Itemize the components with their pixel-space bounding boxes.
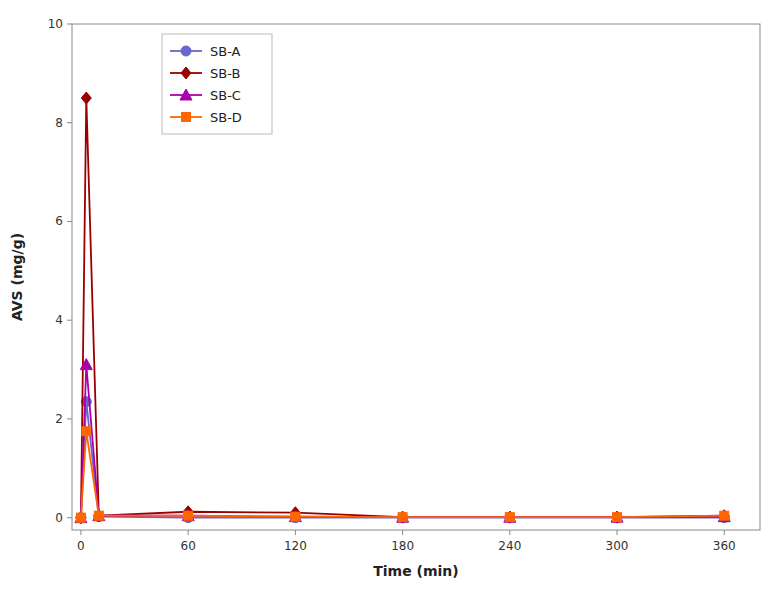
- point: [82, 427, 91, 436]
- point: [75, 512, 87, 523]
- point: [289, 511, 301, 522]
- legend-label: SB-D: [210, 110, 242, 125]
- x-tick-label: 180: [391, 539, 414, 553]
- x-tick-label: 360: [713, 539, 736, 553]
- axes: 0 60 120 180 240 300 360 0 2 4 6 8 10: [48, 17, 736, 553]
- y-tick: [67, 221, 72, 222]
- series-line: [81, 431, 724, 517]
- point: [93, 510, 105, 521]
- y-tick-label: 8: [55, 116, 63, 130]
- y-tick: [67, 122, 72, 123]
- chart: 0 60 120 180 240 300 360 0 2 4 6 8 10 Time (min) AVS (…: [0, 0, 784, 594]
- point: [505, 513, 515, 523]
- series: [76, 92, 729, 524]
- y-tick-label: 10: [48, 17, 63, 31]
- legend-marker: [182, 113, 191, 122]
- series-line: [81, 98, 724, 518]
- x-tick: [509, 530, 510, 535]
- legend-marker: [180, 89, 192, 100]
- legend-label: SB-B: [210, 66, 240, 81]
- point: [76, 513, 85, 522]
- y-axis-label: AVS (mg/g): [9, 233, 25, 321]
- x-axis-label: Time (min): [373, 563, 458, 579]
- point: [94, 510, 104, 522]
- legend-marker: [181, 67, 191, 79]
- point: [94, 512, 104, 522]
- point: [613, 513, 622, 522]
- y-tick-label: 4: [55, 313, 63, 327]
- point: [611, 511, 623, 522]
- legend: SB-A SB-B SB-C SB-D: [162, 34, 272, 134]
- point: [76, 512, 86, 524]
- x-tick: [724, 530, 725, 535]
- y-tick: [67, 320, 72, 321]
- point: [94, 511, 103, 520]
- point: [81, 92, 91, 104]
- legend-label: SB-C: [210, 88, 241, 103]
- x-tick: [80, 530, 81, 535]
- legend-label: SB-A: [210, 44, 241, 59]
- point: [505, 511, 515, 523]
- point: [398, 513, 407, 522]
- y-tick-label: 0: [55, 511, 63, 525]
- point: [718, 511, 730, 522]
- point: [76, 513, 86, 523]
- legend-box: [162, 34, 272, 134]
- series-line: [81, 365, 724, 518]
- series: [76, 397, 729, 523]
- point: [182, 510, 194, 521]
- x-tick: [402, 530, 403, 535]
- point: [504, 511, 516, 522]
- point: [80, 359, 92, 370]
- x-tick: [188, 530, 189, 535]
- legend-marker: [181, 46, 191, 56]
- point: [398, 511, 408, 523]
- point: [291, 512, 300, 521]
- point: [397, 511, 409, 522]
- x-tick-label: 240: [498, 539, 521, 553]
- point: [290, 513, 300, 523]
- y-tick-label: 6: [55, 214, 63, 228]
- y-tick: [67, 418, 72, 419]
- x-tick: [295, 530, 296, 535]
- point: [505, 513, 514, 522]
- point: [184, 511, 193, 520]
- series-line: [81, 402, 724, 518]
- x-tick: [617, 530, 618, 535]
- x-tick-label: 120: [284, 539, 307, 553]
- x-tick-label: 60: [181, 539, 196, 553]
- x-tick-label: 300: [606, 539, 629, 553]
- plot-frame: [72, 24, 760, 530]
- y-tick-label: 2: [55, 412, 63, 426]
- point: [719, 510, 729, 522]
- y-tick: [67, 517, 72, 518]
- y-tick: [67, 24, 72, 25]
- point: [720, 511, 729, 520]
- x-tick-label: 0: [77, 539, 85, 553]
- series: [75, 359, 730, 523]
- series: [76, 427, 728, 522]
- point: [398, 513, 408, 523]
- plot-area: [75, 92, 730, 524]
- point: [612, 511, 622, 523]
- point: [612, 513, 622, 523]
